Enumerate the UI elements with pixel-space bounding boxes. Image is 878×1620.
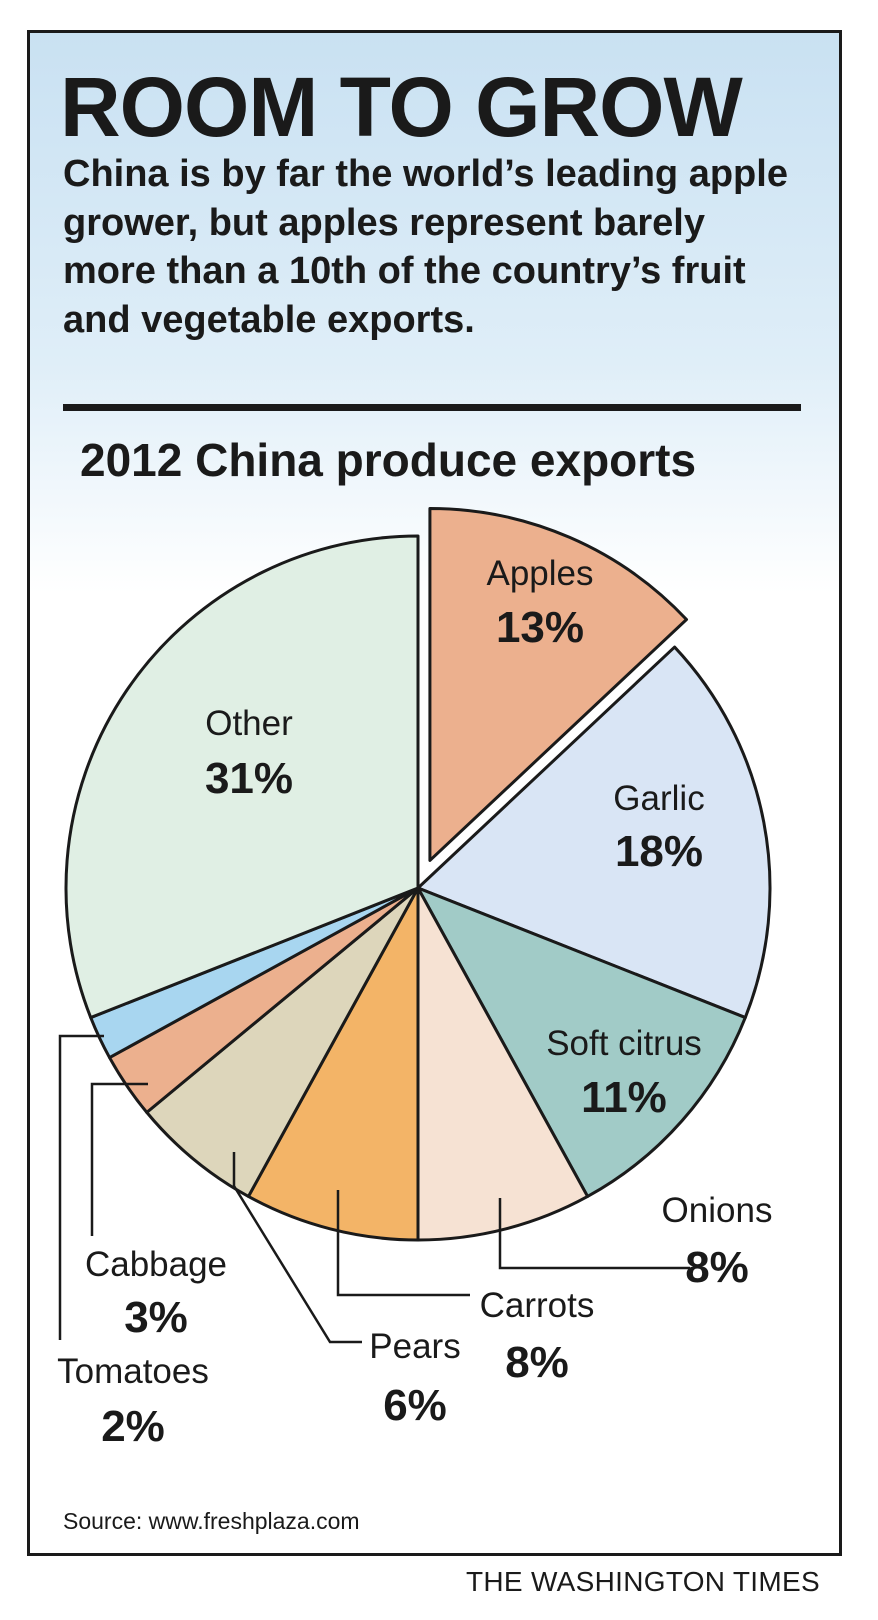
headline: ROOM TO GROW (60, 60, 743, 154)
slice-value-pears: 6% (383, 1381, 447, 1430)
slice-label-soft-citrus: Soft citrus (546, 1024, 702, 1063)
leader-line-tomatoes (58, 1034, 104, 1340)
slice-value-apples: 13% (496, 603, 584, 652)
leader-line-carrots (336, 1190, 470, 1297)
slice-label-cabbage: Cabbage (85, 1245, 227, 1284)
slice-value-soft-citrus: 11% (581, 1073, 667, 1122)
slice-label-garlic: Garlic (613, 779, 704, 818)
slice-label-onions: Onions (662, 1191, 773, 1230)
slice-label-pears: Pears (369, 1327, 460, 1366)
pie-slice-other (64, 534, 420, 1020)
pie-slice-onions (416, 886, 590, 1242)
pie-slice-garlic (416, 645, 772, 1020)
chart-title: 2012 China produce exports (80, 434, 697, 486)
pie-slice-pears (145, 886, 420, 1198)
slice-value-cabbage: 3% (124, 1293, 188, 1342)
slice-label-apples: Apples (486, 554, 593, 593)
leader-line-onions (498, 1198, 690, 1270)
pie-slice-carrots (246, 886, 420, 1242)
source-note: Source: www.freshplaza.com (63, 1508, 360, 1534)
slice-value-other: 31% (205, 754, 293, 803)
leader-line-cabbage (90, 1082, 148, 1236)
pie-slice-apples (428, 506, 689, 862)
divider-rule (63, 404, 801, 411)
slice-label-other: Other (205, 704, 293, 743)
slice-label-tomatoes: Tomatoes (57, 1352, 209, 1391)
slice-value-carrots: 8% (505, 1338, 569, 1387)
slice-value-garlic: 18% (615, 827, 703, 876)
leader-line-pears (232, 1152, 362, 1344)
slice-value-tomatoes: 2% (101, 1402, 165, 1451)
subheadline: China is by far the world’s leading appl… (63, 153, 788, 341)
pie-slice-soft-citrus (416, 886, 747, 1198)
slice-label-carrots: Carrots (480, 1286, 595, 1325)
publisher-credit: THE WASHINGTON TIMES (466, 1566, 820, 1597)
slice-value-onions: 8% (685, 1243, 749, 1292)
